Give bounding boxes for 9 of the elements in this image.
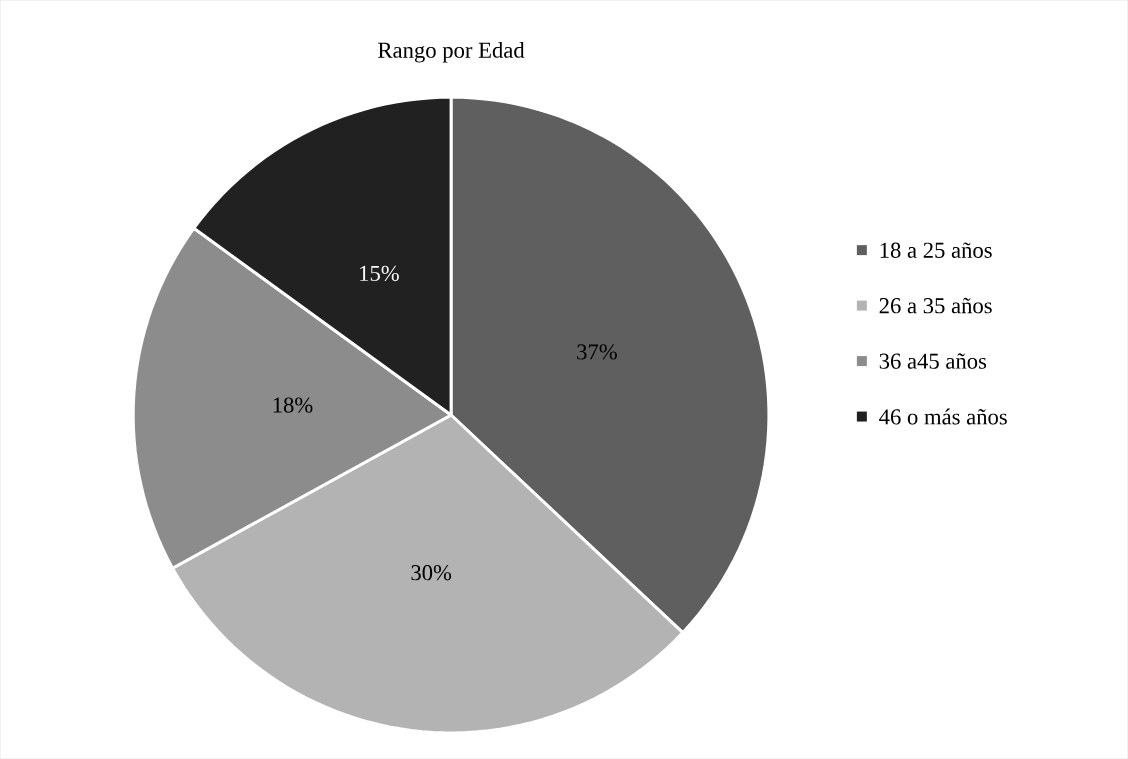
legend-label: 36 a45 años [879, 353, 987, 369]
data-label: 18% [273, 397, 313, 413]
data-label: 37% [577, 344, 617, 360]
data-label: 30% [411, 564, 452, 581]
legend-label: 46 o más años [879, 408, 1007, 425]
data-label: 15% [360, 265, 399, 282]
legend-label: 26 a 35 años [879, 297, 992, 314]
chart-title: Rango por Edad [378, 41, 525, 63]
legend-label: 18 a 25 años [880, 242, 992, 258]
